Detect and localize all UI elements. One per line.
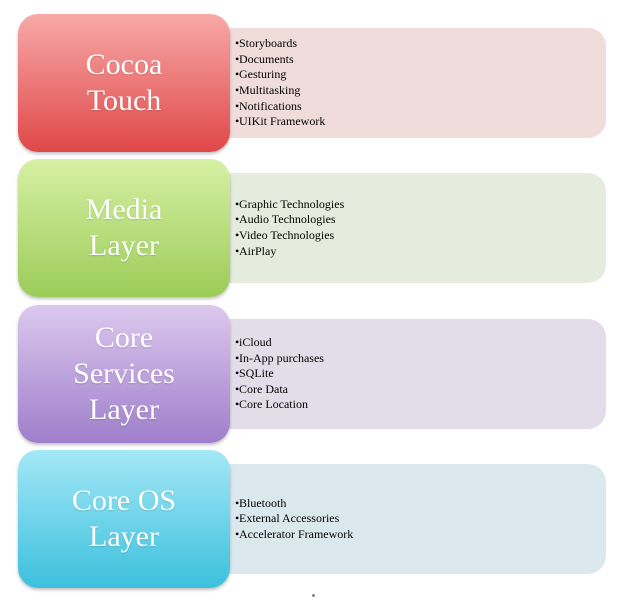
feature-item: •Audio Technologies [235,212,336,227]
layer-title-block: Cocoa Touch [18,14,230,152]
layer-core-services: •iCloud •In-App purchases •SQLite •Core … [0,305,626,445]
layer-details-box: •Bluetooth •External Accessories •Accele… [205,464,606,574]
feature-item: •Documents [235,51,294,66]
feature-item: •iCloud [235,335,272,350]
feature-item: •Gesturing [235,67,287,82]
feature-item: •SQLite [235,366,274,381]
bullet-icon: • [235,98,240,113]
bullet-icon: • [235,67,240,82]
feature-item: •Multitasking [235,83,301,97]
feature-item: •Accelerator Framework [235,526,354,541]
feature-item: •Notifications [235,98,302,113]
bullet-icon: • [235,495,240,510]
bullet-icon: • [235,381,240,396]
bullet-icon: • [235,228,240,242]
layer-core-os: •Bluetooth •External Accessories •Accele… [0,450,626,590]
feature-list: •Graphic Technologies •Audio Technologie… [235,197,606,259]
feature-item: •Graphic Technologies [235,196,345,211]
feature-item: •Video Technologies [235,228,335,242]
bullet-icon: • [235,397,240,412]
bullet-icon: • [235,366,240,381]
feature-list: •Bluetooth •External Accessories •Accele… [235,496,606,543]
feature-item: •Storyboards [235,36,297,51]
feature-item: •Bluetooth [235,495,287,510]
bullet-icon: • [235,526,240,541]
layer-title: Core Services Layer [73,321,175,426]
bullet-icon: • [235,51,240,66]
layer-details-box: •Storyboards •Documents •Gesturing •Mult… [205,28,606,138]
bullet-icon: • [235,114,240,129]
feature-list: •Storyboards •Documents •Gesturing •Mult… [235,36,606,130]
feature-item: •AirPlay [235,243,277,258]
layer-title: Core OS Layer [71,484,177,553]
bullet-icon: • [235,212,240,227]
feature-item: •Core Location [235,397,308,412]
bullet-icon: • [235,511,240,526]
feature-item: •In-App purchases [235,350,324,365]
layer-cocoa-touch: •Storyboards •Documents •Gesturing •Mult… [0,14,626,154]
layer-title-block: Core OS Layer [18,450,230,588]
layer-details-box: •Graphic Technologies •Audio Technologie… [205,173,606,283]
stray-dot [312,594,315,597]
feature-item: •UIKit Framework [235,114,326,129]
feature-list: •iCloud •In-App purchases •SQLite •Core … [235,335,606,413]
layer-title-block: Core Services Layer [18,305,230,443]
bullet-icon: • [235,36,240,51]
bullet-icon: • [235,196,240,211]
bullet-icon: • [235,243,240,258]
feature-item: •Core Data [235,381,288,396]
layer-title-block: Media Layer [18,159,230,297]
bullet-icon: • [235,350,240,365]
bullet-icon: • [235,83,240,97]
layer-title: Media Layer [85,193,163,262]
layer-details-box: •iCloud •In-App purchases •SQLite •Core … [205,319,606,429]
layer-title: Cocoa Touch [85,48,163,117]
feature-item: •External Accessories [235,511,340,526]
bullet-icon: • [235,335,240,350]
layer-media: •Graphic Technologies •Audio Technologie… [0,159,626,299]
